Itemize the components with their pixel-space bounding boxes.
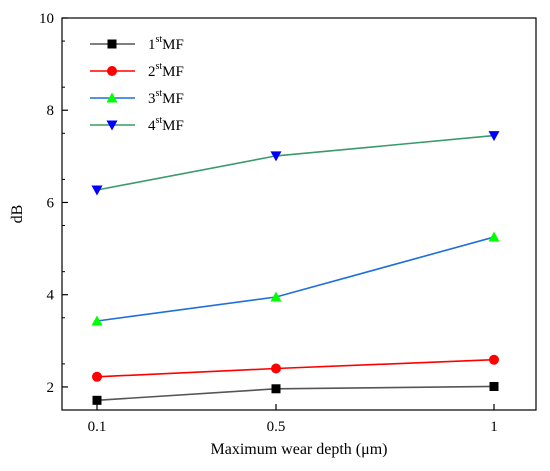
data-point	[270, 291, 282, 302]
series-1	[92, 381, 499, 405]
y-axis: 2 4 6 8 10	[39, 11, 68, 411]
series-line	[96, 134, 495, 191]
data-point	[270, 151, 282, 162]
data-point	[489, 381, 499, 391]
data-point	[92, 371, 102, 382]
y-tick-label: 8	[47, 103, 55, 119]
y-tick-label: 6	[47, 195, 55, 211]
legend-label: 3stMF	[148, 88, 184, 107]
x-tick-label: 1	[490, 419, 498, 435]
data-point	[91, 185, 103, 196]
y-axis-title: dB	[9, 205, 26, 224]
y-tick-label: 10	[39, 11, 54, 27]
data-point	[488, 131, 500, 142]
legend-item: 1stMF	[90, 34, 184, 53]
legend-item: 4stMF	[90, 115, 184, 134]
series-line	[96, 358, 495, 378]
y-tick-label: 2	[47, 380, 55, 396]
legend-label: 4stMF	[148, 115, 184, 134]
series-4	[91, 131, 500, 196]
x-axis-title: Maximum wear depth (μm)	[211, 441, 388, 458]
series-line	[96, 236, 495, 322]
data-point	[489, 354, 499, 365]
series-2	[92, 354, 499, 382]
data-point	[91, 315, 103, 326]
legend-marker	[107, 66, 117, 76]
legend-item: 3stMF	[90, 88, 184, 107]
data-point	[92, 395, 102, 405]
x-tick-label: 0.5	[267, 419, 286, 435]
data-point	[271, 384, 281, 394]
legend-label: 2stMF	[148, 61, 184, 80]
x-tick-label: 0.1	[88, 419, 107, 435]
legend-item: 2stMF	[90, 61, 184, 80]
plot-frame	[61, 17, 537, 411]
legend-marker	[107, 39, 117, 49]
data-point	[488, 231, 500, 242]
legend-label: 1stMF	[148, 34, 184, 53]
y-tick-label: 4	[47, 288, 55, 304]
legend-marker	[106, 120, 118, 131]
series-line	[96, 385, 495, 402]
data-point	[271, 363, 281, 374]
legend-marker	[106, 92, 118, 103]
x-axis: 0.1 0.5 1	[88, 404, 498, 435]
series-3	[91, 231, 500, 326]
series-layer	[91, 131, 500, 405]
legend: 1stMF 2stMF 3stMF 4stMF	[90, 34, 184, 134]
